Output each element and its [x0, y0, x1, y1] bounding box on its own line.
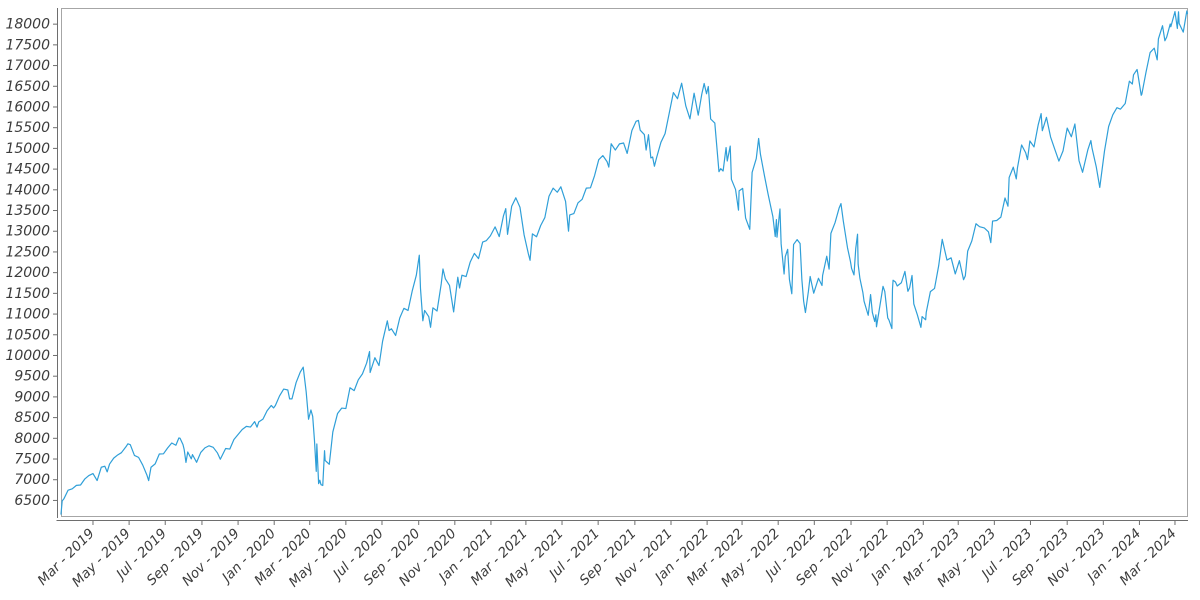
y-tick-label: 17500 — [5, 37, 50, 53]
y-tick-label: 8500 — [14, 410, 50, 426]
y-tick-label: 10500 — [5, 327, 50, 343]
y-tick-label: 11500 — [5, 286, 50, 302]
y-tick-label: 6500 — [14, 493, 50, 509]
y-tick-label: 15500 — [5, 120, 50, 136]
y-tick-label: 9000 — [14, 389, 50, 405]
y-tick-label: 12000 — [5, 265, 50, 281]
y-tick-label: 13500 — [5, 203, 50, 219]
plot-frame — [61, 8, 1188, 517]
y-tick-label: 13000 — [5, 224, 50, 240]
y-tick-label: 14000 — [5, 182, 50, 198]
y-tick-label: 16000 — [5, 99, 50, 115]
y-tick-label: 7000 — [14, 472, 50, 488]
y-tick-label: 11000 — [5, 307, 50, 323]
index-price-line — [60, 10, 1189, 515]
y-tick-label: 10000 — [5, 348, 50, 364]
y-tick-label: 12500 — [5, 244, 50, 260]
y-tick-label: 18000 — [5, 17, 50, 33]
y-tick-label: 7500 — [14, 452, 50, 468]
y-tick-label: 14500 — [5, 162, 50, 178]
y-tick-label: 8000 — [14, 431, 50, 447]
y-tick-label: 16500 — [5, 79, 50, 95]
y-tick-label: 17000 — [5, 58, 50, 74]
y-tick-label: 15000 — [5, 141, 50, 157]
y-tick-label: 9500 — [14, 369, 50, 385]
